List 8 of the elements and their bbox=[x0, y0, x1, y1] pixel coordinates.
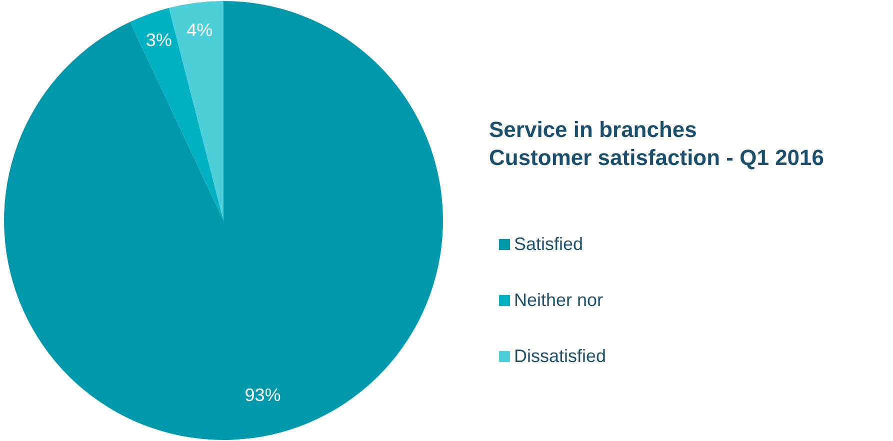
legend-label: Dissatisfied bbox=[514, 346, 606, 366]
legend-label: Neither nor bbox=[514, 290, 604, 310]
legend-label: Satisfied bbox=[514, 234, 584, 254]
data-label: 3% bbox=[146, 30, 172, 50]
data-label: 4% bbox=[186, 20, 213, 40]
text: Service in branches bbox=[489, 116, 698, 144]
data-label: 93% bbox=[244, 385, 281, 406]
text: Customer satisfaction - Q1 2016 bbox=[489, 144, 824, 172]
